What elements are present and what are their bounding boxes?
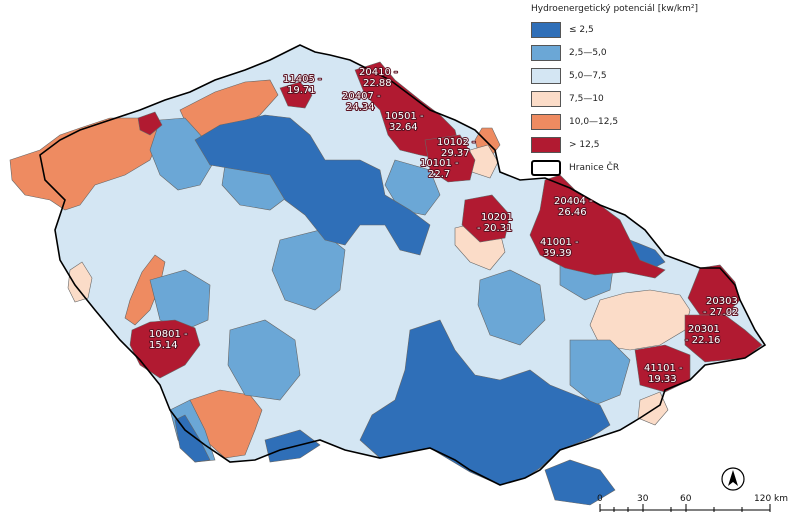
region-labels: 11405 - 19.71 20410 - 22.88 20407 - 24.3…	[148, 66, 739, 386]
label-20404: 20404 -	[554, 196, 593, 207]
legend-swatch	[531, 67, 561, 84]
label-20410-value: 22.88	[363, 78, 392, 89]
region-blue-mid-7	[149, 269, 211, 331]
legend: ≤ 2,5 2,5—5,0 5,0—7,5 7,5—10 10,0—12,5 >…	[531, 18, 619, 179]
legend-label: 10,0—12,5	[569, 116, 619, 127]
label-10501-value: 32.64	[389, 122, 418, 133]
legend-border-swatch	[531, 159, 561, 176]
region-w-orange-strip	[124, 254, 166, 326]
label-11405: 11405 -	[283, 74, 322, 85]
region-blue-dark-north	[194, 114, 431, 256]
region-blue-mid-1	[149, 117, 216, 191]
label-10201-value: - 20.31	[477, 223, 512, 234]
north-arrow-icon	[721, 467, 745, 491]
region-blue-dark-mid	[264, 429, 321, 463]
legend-label: 7,5—10	[569, 93, 604, 104]
label-10201: 10201	[481, 212, 513, 223]
label-20407: 20407 -	[342, 91, 381, 102]
label-10101-value: 22.7	[428, 169, 450, 180]
legend-swatch	[531, 21, 561, 38]
legend-item: ≤ 2,5	[531, 18, 619, 41]
label-20410: 20410 -	[359, 67, 398, 78]
label-20404-value: 26.46	[558, 207, 587, 218]
legend-item: 2,5—5,0	[531, 41, 619, 64]
region-blue-dark-se	[544, 459, 616, 506]
region-blue-dark-south	[359, 319, 611, 486]
legend-item-border: Hranice ČR	[531, 156, 619, 179]
legend-label: ≤ 2,5	[569, 24, 594, 35]
legend-item: 10,0—12,5	[531, 110, 619, 133]
label-41001-value: 39.39	[543, 248, 572, 259]
legend-item: 5,0—7,5	[531, 64, 619, 87]
region-blue-mid-5	[477, 269, 546, 346]
legend-swatch	[531, 136, 561, 153]
legend-item: > 12,5	[531, 133, 619, 156]
label-11405-value: 19.71	[287, 85, 316, 96]
legend-swatch	[531, 113, 561, 130]
country-border	[39, 44, 767, 486]
label-20407-value: 24.34	[346, 102, 375, 113]
label-20303: 20303	[706, 296, 738, 307]
label-10801-value: 15.14	[149, 340, 178, 351]
label-41001: 41001 -	[540, 237, 579, 248]
region-blue-mid-4	[227, 319, 301, 401]
legend-label: 2,5—5,0	[569, 47, 607, 58]
label-41101: 41101 -	[644, 363, 683, 374]
legend-label: > 12,5	[569, 139, 600, 150]
scale-bar: 0 30 60 120 km	[597, 494, 788, 512]
legend-label-border: Hranice ČR	[569, 162, 620, 173]
label-10102: 10102 -	[437, 137, 476, 148]
legend-item: 7,5—10	[531, 87, 619, 110]
scale-tick-120: 120 km	[754, 494, 788, 504]
scale-tick-30: 30	[637, 494, 649, 504]
region-peach-south	[637, 391, 669, 426]
label-10801: 10801 -	[149, 329, 188, 340]
label-20303-value: - 27.02	[703, 307, 738, 318]
legend-swatch	[531, 90, 561, 107]
region-red-10201	[461, 194, 511, 243]
region-red-11405	[279, 81, 313, 109]
region-red-20303	[687, 264, 741, 316]
scale-tick-60: 60	[680, 494, 692, 504]
label-41101-value: 19.33	[648, 374, 677, 385]
legend-swatch	[531, 44, 561, 61]
label-10102-value: 29.37	[441, 148, 470, 159]
legend-label: 5,0—7,5	[569, 70, 607, 81]
legend-title: Hydroenergetický potenciál [kw/km²]	[531, 4, 698, 14]
region-peach-west	[67, 261, 93, 303]
label-10101: 10101 -	[420, 158, 459, 169]
region-blue-dark-sw	[174, 414, 211, 463]
region-red-10101	[424, 134, 476, 183]
label-10501: 10501 -	[385, 111, 424, 122]
label-20301: 20301	[688, 324, 720, 335]
region-red-nw	[137, 111, 163, 136]
scale-tick-0: 0	[597, 494, 603, 504]
region-west-orange	[9, 117, 166, 211]
region-blue-mid-10	[569, 339, 631, 406]
label-20301-value: - 22.16	[685, 335, 720, 346]
region-red-20301	[684, 314, 763, 363]
